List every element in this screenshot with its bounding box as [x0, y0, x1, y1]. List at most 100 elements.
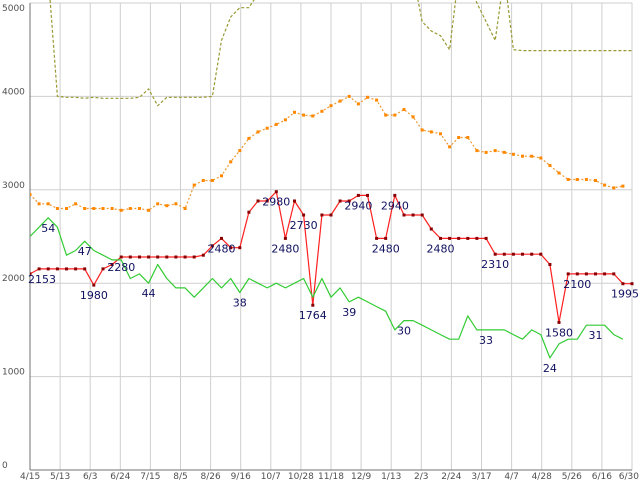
data-point [594, 272, 597, 276]
data-point [457, 136, 461, 139]
data-point [74, 202, 78, 206]
data-point [466, 236, 470, 240]
data-point [101, 207, 105, 210]
data-label: 2480 [208, 242, 236, 255]
data-label: 1980 [80, 289, 108, 302]
data-point [55, 207, 59, 210]
data-point [229, 246, 233, 250]
data-point [192, 255, 196, 259]
data-point [138, 255, 141, 259]
y-tick-label: 3000 [2, 181, 25, 191]
data-label: 2280 [107, 261, 135, 274]
data-point [128, 207, 132, 210]
data-label: 2480 [372, 242, 400, 255]
data-labels: 2153 1980 2280 2480 2980 2480 2730 1764 2940 2480… [28, 196, 639, 375]
data-point [302, 213, 306, 217]
data-point [110, 263, 114, 266]
data-label: 2980 [262, 196, 290, 209]
data-point [92, 207, 96, 210]
data-point [539, 156, 543, 160]
series-4-line [49, 0, 632, 107]
data-point [393, 113, 397, 117]
data-label: 30 [397, 325, 411, 338]
data-point [439, 236, 442, 240]
data-point [594, 179, 597, 182]
data-point [557, 171, 561, 175]
data-point [311, 303, 315, 307]
data-label: 47 [78, 245, 92, 258]
data-point [119, 208, 123, 212]
x-tick-label: 1/13 [381, 472, 401, 480]
x-tick-label: 10/28 [288, 472, 314, 480]
data-point [320, 109, 324, 113]
x-tick-label: 6/16 [592, 472, 612, 480]
data-point [55, 267, 59, 271]
data-point [30, 193, 32, 196]
y-tick-label: 2000 [2, 274, 25, 284]
data-point [320, 213, 324, 217]
data-point [65, 267, 68, 271]
series-2 [30, 217, 624, 359]
data-point [557, 320, 561, 324]
data-point [612, 186, 616, 190]
data-point [402, 108, 406, 111]
data-point [575, 272, 579, 276]
data-point [265, 126, 269, 130]
data-point [274, 190, 278, 194]
data-point [521, 252, 524, 256]
data-point [366, 193, 369, 197]
data-point [484, 236, 488, 240]
data-point [530, 252, 534, 256]
data-point [566, 272, 570, 276]
x-tick-label: 2/24 [441, 472, 461, 480]
data-point [147, 255, 151, 259]
data-point [37, 202, 41, 206]
data-point [347, 199, 351, 203]
data-point [575, 178, 579, 181]
data-point [420, 213, 424, 217]
data-point [128, 255, 132, 259]
x-tick-label: 6/30 [619, 472, 639, 480]
data-point [201, 179, 205, 182]
x-tick-label: 4/7 [504, 472, 518, 480]
data-point [511, 152, 515, 156]
tick-labels: 0 1000 2000 3000 4000 5000 4/15 5/13 6/3 6/24 7/15… [2, 4, 639, 480]
data-point [411, 115, 415, 119]
data-point [338, 99, 342, 103]
data-label: 2100 [563, 278, 591, 291]
data-point [156, 255, 160, 259]
data-point [229, 160, 233, 164]
data-point [429, 130, 433, 134]
data-point [493, 149, 497, 153]
data-point [366, 95, 369, 99]
data-point [402, 213, 406, 217]
data-point [429, 227, 433, 231]
data-point [293, 110, 296, 114]
series-layer [30, 0, 634, 359]
data-point [457, 236, 461, 240]
x-tick-label: 6/3 [83, 472, 97, 480]
x-tick-label: 4/15 [20, 472, 40, 480]
data-label: 2480 [426, 242, 454, 255]
data-point [311, 114, 315, 118]
data-point [384, 236, 388, 240]
data-point [548, 263, 552, 266]
data-label: 1764 [299, 309, 327, 322]
data-point [484, 150, 488, 154]
data-point [183, 207, 187, 210]
data-point [530, 154, 534, 158]
data-point [356, 102, 360, 106]
x-tick-label: 5/13 [50, 472, 70, 480]
data-point [265, 199, 269, 203]
data-point [183, 255, 187, 259]
data-label: 44 [142, 287, 156, 300]
series-4 [49, 0, 632, 107]
data-point [621, 184, 625, 188]
data-point [156, 202, 160, 206]
data-point [138, 207, 141, 210]
x-tick-label: 5/26 [562, 472, 582, 480]
data-point [603, 183, 607, 187]
data-label: 1995 [611, 288, 639, 301]
data-point [384, 113, 388, 117]
data-label: 2940 [381, 199, 409, 212]
